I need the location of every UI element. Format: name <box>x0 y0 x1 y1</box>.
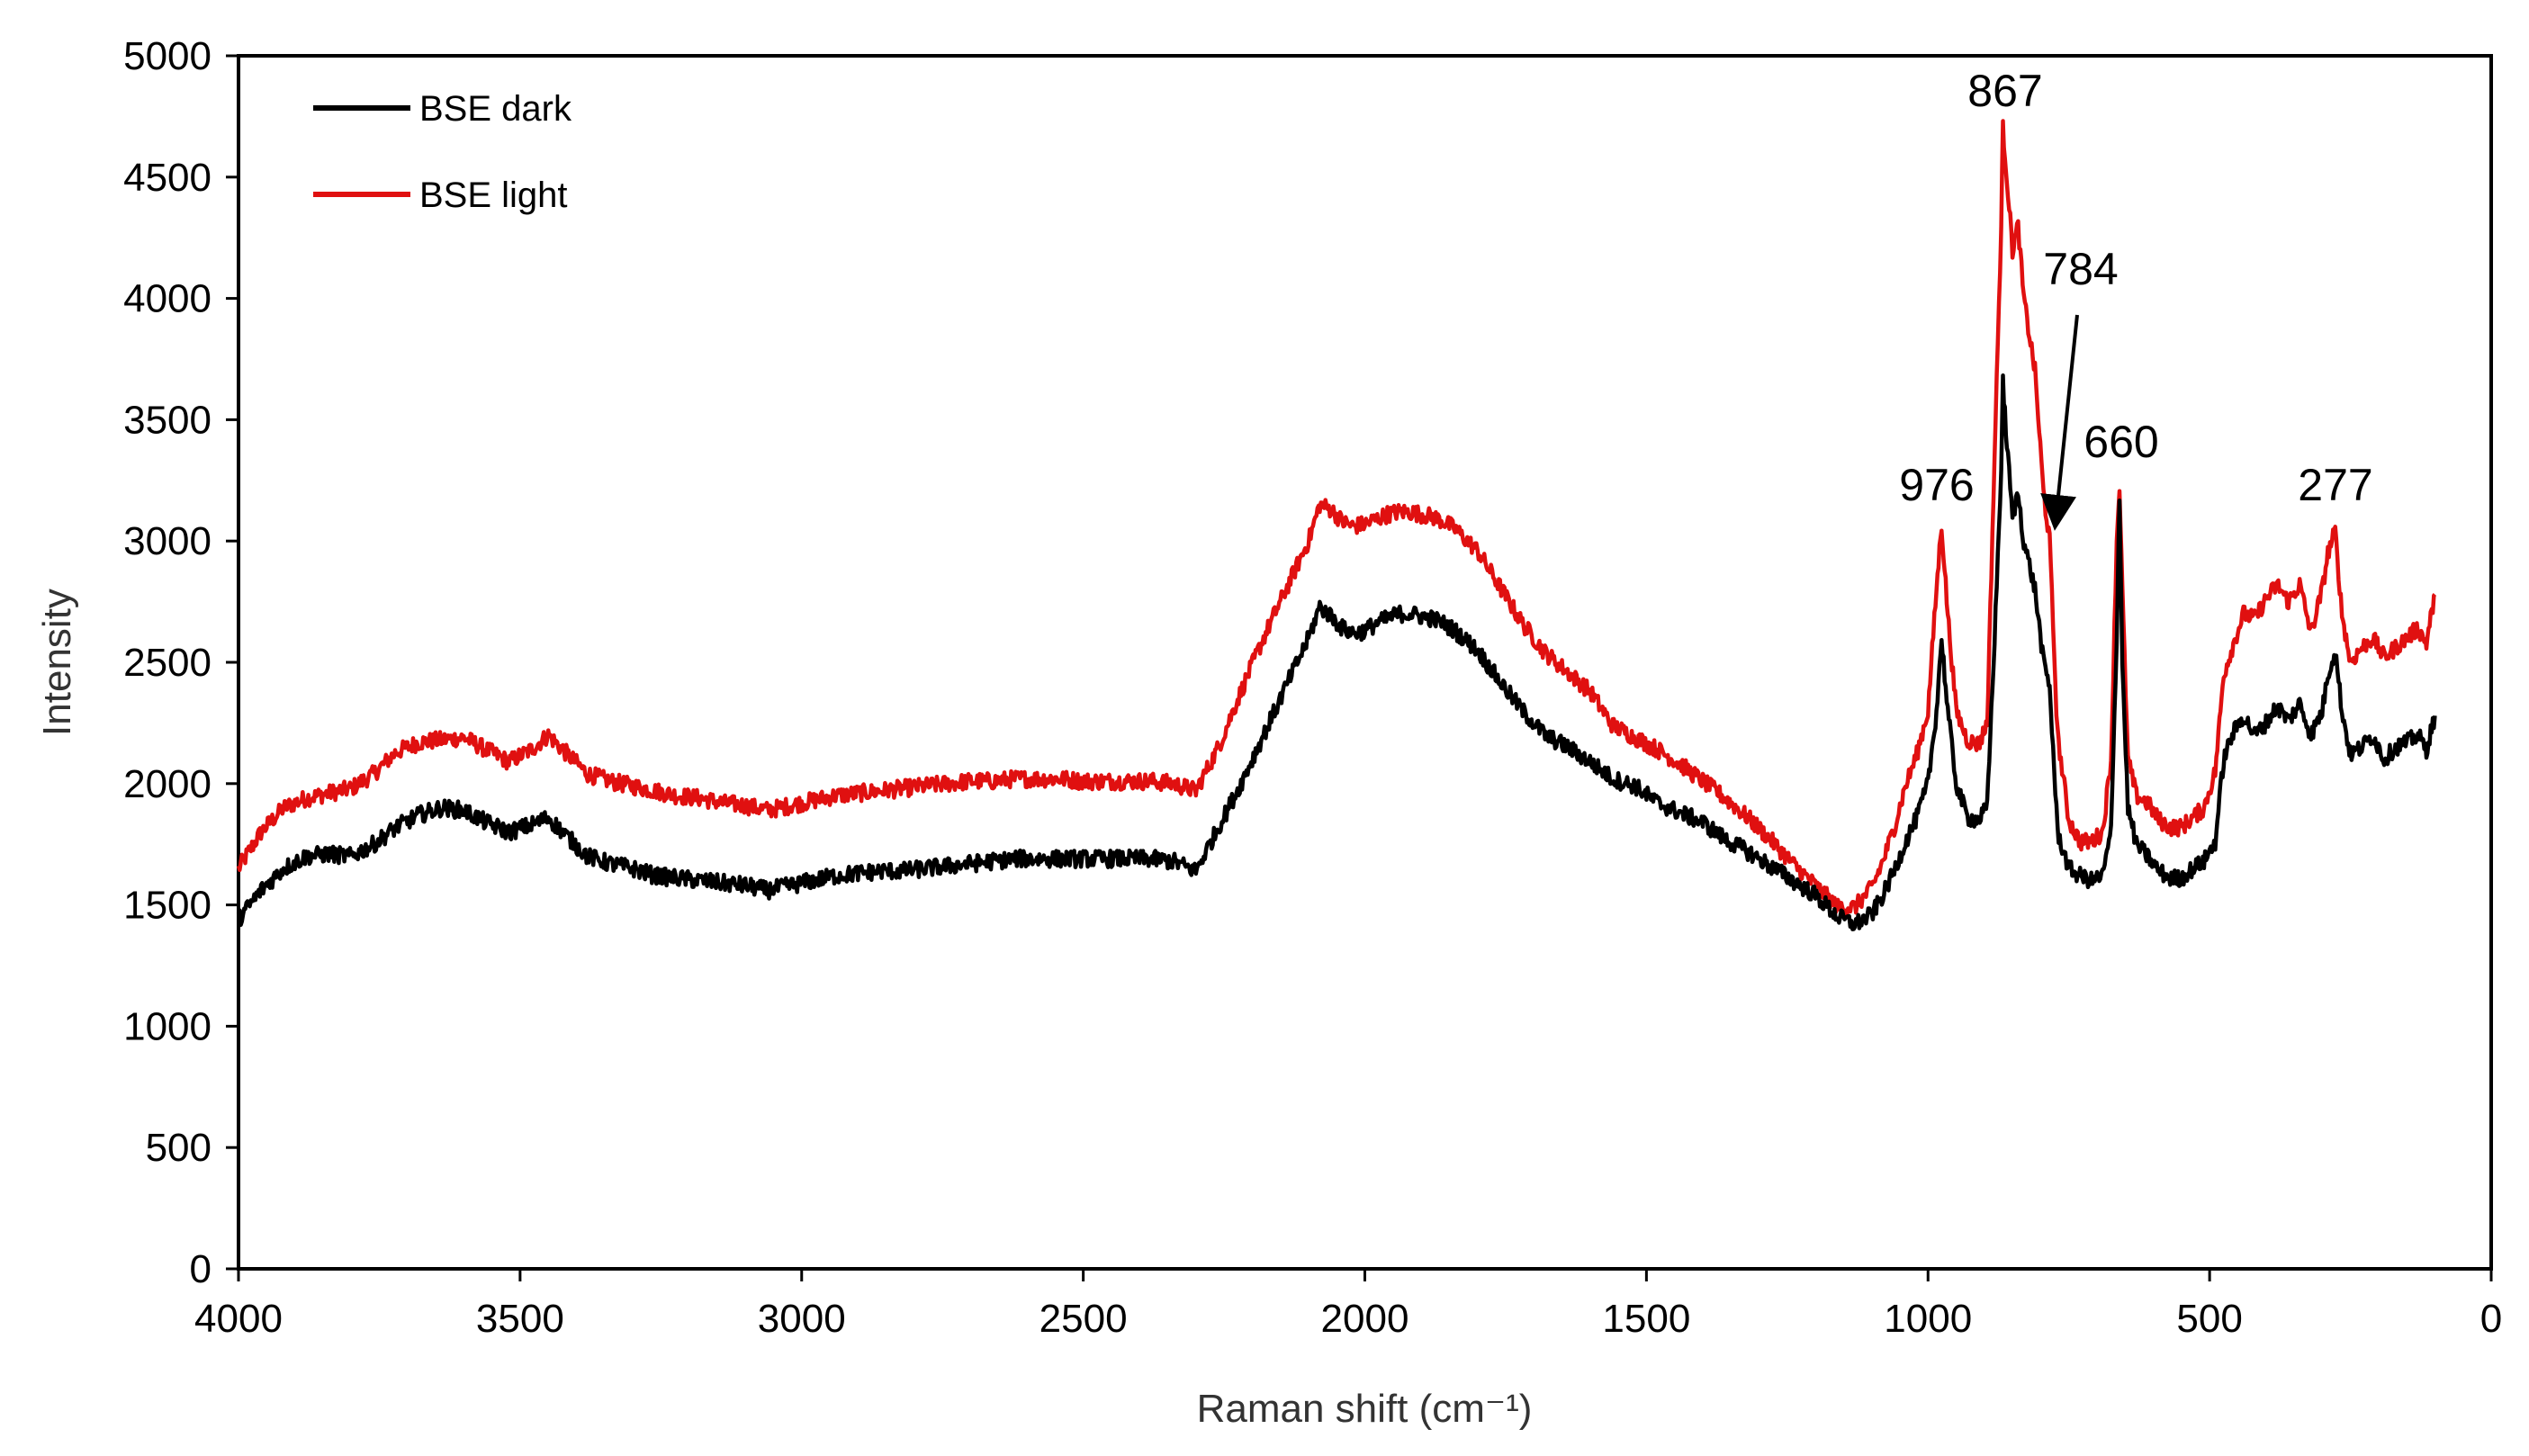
y-tick-label: 4500 <box>123 156 212 200</box>
y-tick-label: 2500 <box>123 641 212 685</box>
peak-label-784: 784 <box>2043 244 2118 294</box>
y-tick-label: 0 <box>190 1247 212 1291</box>
x-tick-label: 3500 <box>476 1297 564 1341</box>
peak-label-660: 660 <box>2084 417 2158 467</box>
x-tick-label: 1500 <box>1602 1297 1690 1341</box>
x-tick-label: 3000 <box>758 1297 846 1341</box>
series-line-bse-dark <box>236 373 2437 931</box>
legend-label: BSE light <box>419 175 568 215</box>
y-tick-label: 5000 <box>123 34 212 78</box>
y-tick-label: 1000 <box>123 1004 212 1048</box>
x-axis: 4000 3500 3000 2500 2000 1500 1000 500 0 <box>194 1269 2502 1341</box>
x-tick-label: 4000 <box>194 1297 283 1341</box>
peak-arrow-784 <box>2040 314 2079 531</box>
x-tick-label: 1000 <box>1884 1297 1972 1341</box>
series-line-bse-light <box>236 119 2437 918</box>
x-tick-label: 0 <box>2480 1297 2502 1341</box>
y-axis-title: Intensity <box>35 589 79 736</box>
x-tick-label: 2000 <box>1321 1297 1409 1341</box>
legend-label: BSE dark <box>419 89 572 129</box>
y-axis: 0 500 1000 1500 2000 2500 3000 3500 4000 4500 5000 <box>123 34 238 1291</box>
y-tick-label: 500 <box>146 1126 212 1170</box>
y-tick-label: 1500 <box>123 884 212 928</box>
peak-label-976: 976 <box>1899 460 1974 510</box>
peak-annotations: 867 784 976 660 277 <box>1899 66 2373 531</box>
peak-label-867: 867 <box>1967 66 2042 116</box>
y-tick-label: 2000 <box>123 762 212 806</box>
series-group <box>236 119 2437 931</box>
y-tick-label: 4000 <box>123 277 212 321</box>
legend: BSE dark BSE light <box>313 89 572 215</box>
y-tick-label: 3000 <box>123 519 212 563</box>
x-tick-label: 2500 <box>1040 1297 1128 1341</box>
x-axis-title: Raman shift (cm⁻¹) <box>1197 1387 1533 1431</box>
plot-area <box>237 54 2493 1271</box>
y-tick-label: 3500 <box>123 398 212 442</box>
x-tick-label: 500 <box>2176 1297 2242 1341</box>
peak-label-277: 277 <box>2298 460 2372 510</box>
